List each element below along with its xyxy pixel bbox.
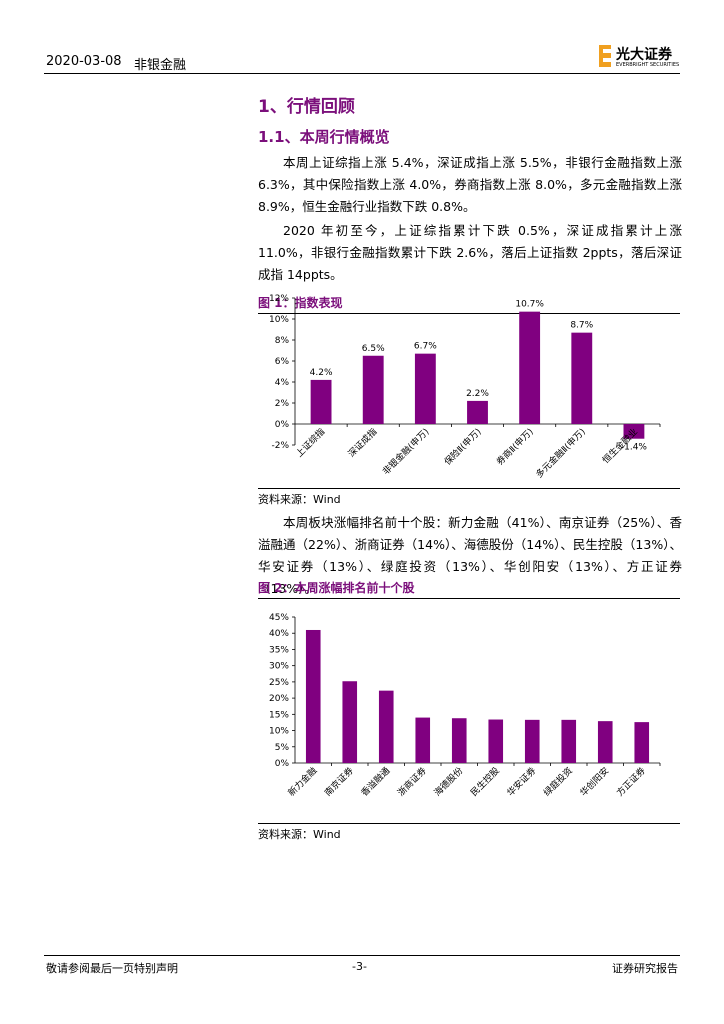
x-tick-label: 上证综指 — [293, 426, 327, 460]
x-tick-label: 方正证券 — [614, 765, 648, 799]
y-tick-label: 4% — [275, 378, 290, 388]
x-tick-label: 绿庭投资 — [541, 765, 575, 799]
figure-rule — [258, 313, 680, 314]
logo-mark — [603, 49, 611, 53]
footer-page: -3- — [352, 960, 367, 973]
footer-left: 敬请参阅最后一页特别声明 — [46, 962, 178, 975]
section-title: 1、行情回顾 — [258, 97, 355, 117]
y-tick-label: 40% — [269, 629, 289, 639]
y-tick-label: 5% — [275, 743, 290, 753]
figure-caption: 图 1：指数表现 — [258, 296, 343, 310]
figure-rule — [258, 488, 680, 489]
x-tick-label: 民生控股 — [468, 765, 502, 799]
y-tick-label: 12% — [269, 294, 289, 304]
paragraph: 本周上证综指上涨 5.4%，深证成指上涨 5.5%，非银行金融指数上涨 6.3%… — [258, 155, 682, 214]
x-tick-label: 保险Ⅱ(申万) — [442, 426, 484, 468]
y-tick-label: -2% — [271, 441, 289, 451]
x-tick-label: 深证成指 — [345, 426, 379, 460]
bar — [623, 424, 645, 439]
header-sector: 非银金融 — [134, 58, 187, 73]
value-label: -1.4% — [621, 443, 648, 453]
y-tick-label: 8% — [275, 336, 290, 346]
logo-icon — [599, 45, 611, 67]
y-tick-label: 45% — [269, 613, 289, 623]
bar — [305, 629, 321, 763]
figure-source: 资料来源：Wind — [258, 828, 341, 841]
logo-subtext: EVERBRIGHT SECURITIES — [616, 62, 680, 68]
y-tick-label: 10% — [269, 727, 289, 737]
y-tick-label: 6% — [275, 357, 290, 367]
y-tick-label: 15% — [269, 710, 289, 720]
header-date: 2020-03-08 — [46, 54, 122, 69]
bar — [524, 719, 540, 763]
header-rule — [44, 73, 680, 74]
bar — [451, 718, 467, 763]
x-tick-label: 华创阳安 — [577, 765, 611, 799]
y-tick-label: 35% — [269, 645, 289, 655]
bar — [415, 717, 431, 763]
footer-right: 证券研究报告 — [612, 962, 678, 975]
value-label: 6.7% — [414, 342, 437, 352]
figure-caption: 图 2：本周涨幅排名前十个股 — [258, 581, 415, 595]
value-label: 2.2% — [466, 389, 489, 399]
y-tick-label: 30% — [269, 662, 289, 672]
x-tick-label: 新力金融 — [285, 765, 319, 799]
bar — [597, 721, 613, 763]
bar — [519, 311, 541, 424]
figure-source: 资料来源：Wind — [258, 493, 341, 506]
bar — [310, 379, 332, 424]
paragraph: 2020 年初至今，上证综指累计下跌 0.5%，深证成指累计上涨 11.0%，非… — [258, 223, 682, 282]
logo-mark — [599, 45, 611, 67]
y-tick-label: 2% — [275, 399, 290, 409]
value-label: 10.7% — [515, 300, 544, 310]
x-tick-label: 浙商证券 — [395, 765, 429, 799]
bar — [467, 400, 488, 424]
logo-mark — [603, 58, 611, 62]
x-tick-label: 多元金融Ⅱ(申万) — [533, 426, 588, 481]
value-label: 4.2% — [310, 368, 333, 378]
figure-rule — [258, 823, 680, 824]
x-tick-label: 非银金融(申万) — [380, 426, 432, 478]
x-tick-label: 香溢融通 — [358, 765, 392, 799]
value-label: 8.7% — [570, 321, 593, 331]
y-tick-label: 25% — [269, 678, 289, 688]
chart: 0% 5% 10% 15% 20% 25% 30% 35% 40% 45% 新力金融 南京证券 香溢融通… — [269, 613, 661, 799]
bar — [488, 719, 504, 763]
x-tick-label: 海德股份 — [431, 765, 465, 799]
y-tick-label: 0% — [275, 759, 290, 769]
value-label: 6.5% — [362, 344, 385, 354]
footer-rule — [44, 955, 680, 956]
paragraph: 本周板块涨幅排名前十个股：新力金融（41%）、南京证券（25%）、香溢融通（22… — [258, 515, 682, 596]
y-tick-label: 20% — [269, 694, 289, 704]
bar — [634, 722, 650, 763]
x-tick-label: 南京证券 — [322, 765, 356, 799]
x-tick-label: 华安证券 — [504, 765, 538, 799]
y-tick-label: 10% — [269, 315, 289, 325]
figure-rule — [258, 598, 680, 599]
x-tick-label: 券商Ⅱ(申万) — [494, 426, 536, 468]
bar — [571, 332, 593, 424]
bar — [342, 681, 358, 763]
bar — [378, 690, 394, 763]
logo-text: 光大证券 — [616, 47, 672, 63]
bar — [414, 353, 436, 424]
bar — [362, 355, 384, 424]
subsection-title: 1.1、本周行情概览 — [258, 128, 390, 146]
chart: -2% 0% 2% 4% 6% 8% 10% 12% 4.2% 上证综指 6.5% 深证成指 6.7% 非… — [269, 294, 661, 481]
y-tick-label: 0% — [275, 420, 290, 430]
bar — [561, 719, 577, 763]
